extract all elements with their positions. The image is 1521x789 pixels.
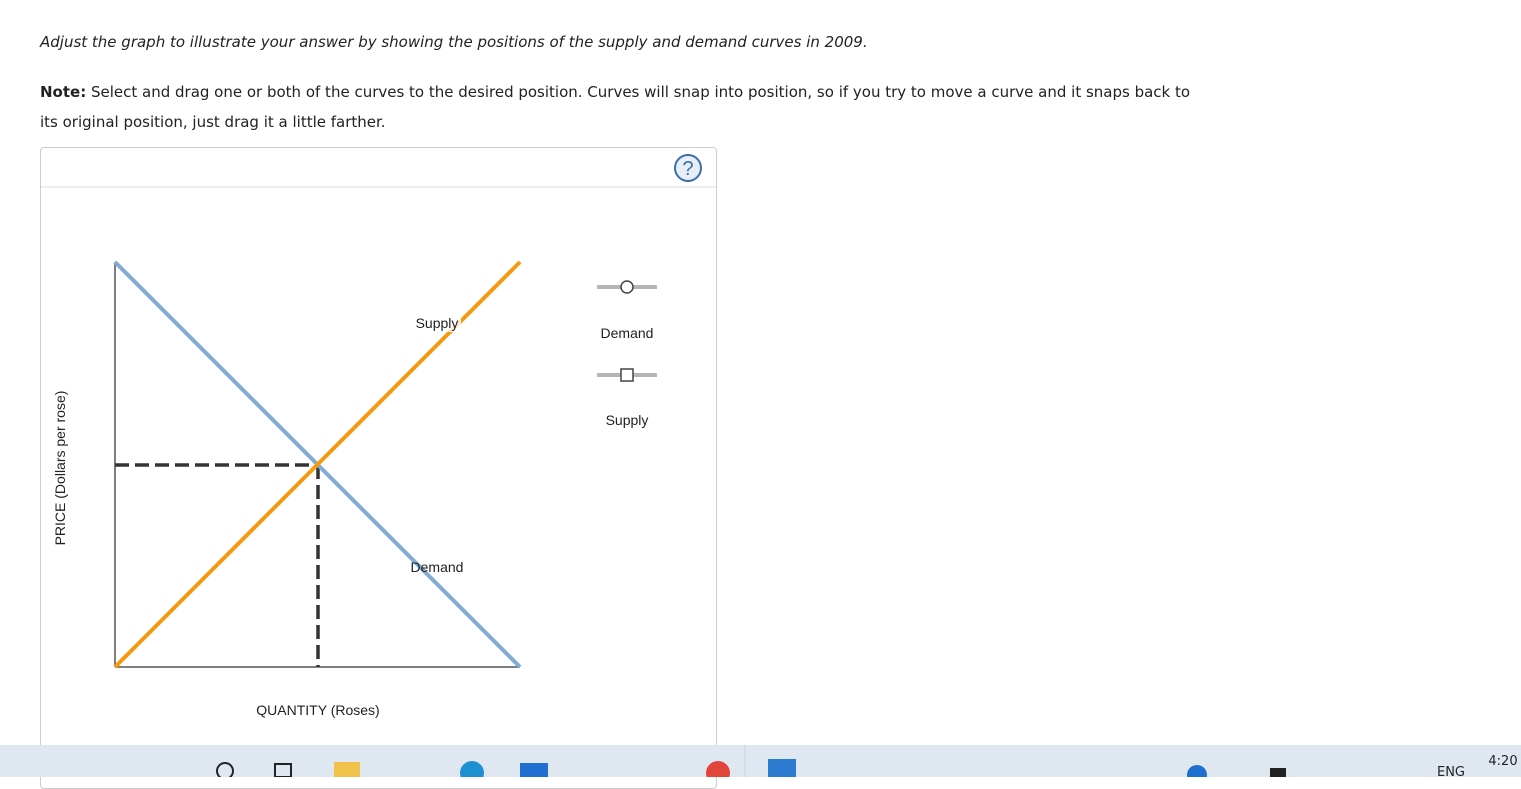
battery-icon[interactable]	[1270, 768, 1286, 777]
demand-curve-label: Demand	[411, 559, 464, 575]
x-axis-label: QUANTITY (Roses)	[256, 702, 379, 718]
supply-curve-label: Supply	[416, 315, 459, 331]
palette-demand[interactable]: Demand	[597, 280, 657, 341]
chrome-icon[interactable]	[706, 761, 730, 785]
palette-supply[interactable]: Supply	[597, 368, 657, 428]
clock[interactable]: 4:20	[1488, 754, 1517, 769]
taskbar-icons: ENG 4:20	[216, 745, 1518, 785]
task-view-icon[interactable]	[274, 763, 292, 778]
note: Note: Select and drag one or both of the…	[40, 77, 1200, 137]
help-button[interactable]: ?	[674, 154, 702, 182]
help-circle	[674, 154, 702, 182]
palette-label: Supply	[606, 412, 649, 428]
instructions: Adjust the graph to illustrate your answ…	[40, 33, 868, 51]
search-icon[interactable]	[216, 762, 234, 780]
palette-circle	[620, 280, 634, 294]
edge-icon[interactable]	[460, 761, 484, 785]
help-tray-icon[interactable]	[1187, 765, 1207, 785]
language[interactable]: ENG	[1437, 765, 1465, 780]
photos-icon[interactable]	[768, 759, 796, 777]
palette-label: Demand	[601, 325, 654, 341]
y-axis-label: PRICE (Dollars per rose)	[52, 391, 68, 546]
mail-icon[interactable]	[520, 763, 548, 777]
supply-label-bg	[411, 312, 461, 332]
explorer-icon[interactable]	[334, 762, 360, 777]
help-text: ?	[682, 158, 693, 180]
note-label: Note:	[40, 83, 87, 101]
taskbar: ENG 4:20	[0, 745, 1521, 785]
note-text: Select and drag one or both of the curve…	[40, 83, 1191, 131]
palette-square	[620, 368, 634, 382]
graph: ? PRICE (Dollars per rose) QUANTITY (Ros…	[41, 154, 716, 718]
